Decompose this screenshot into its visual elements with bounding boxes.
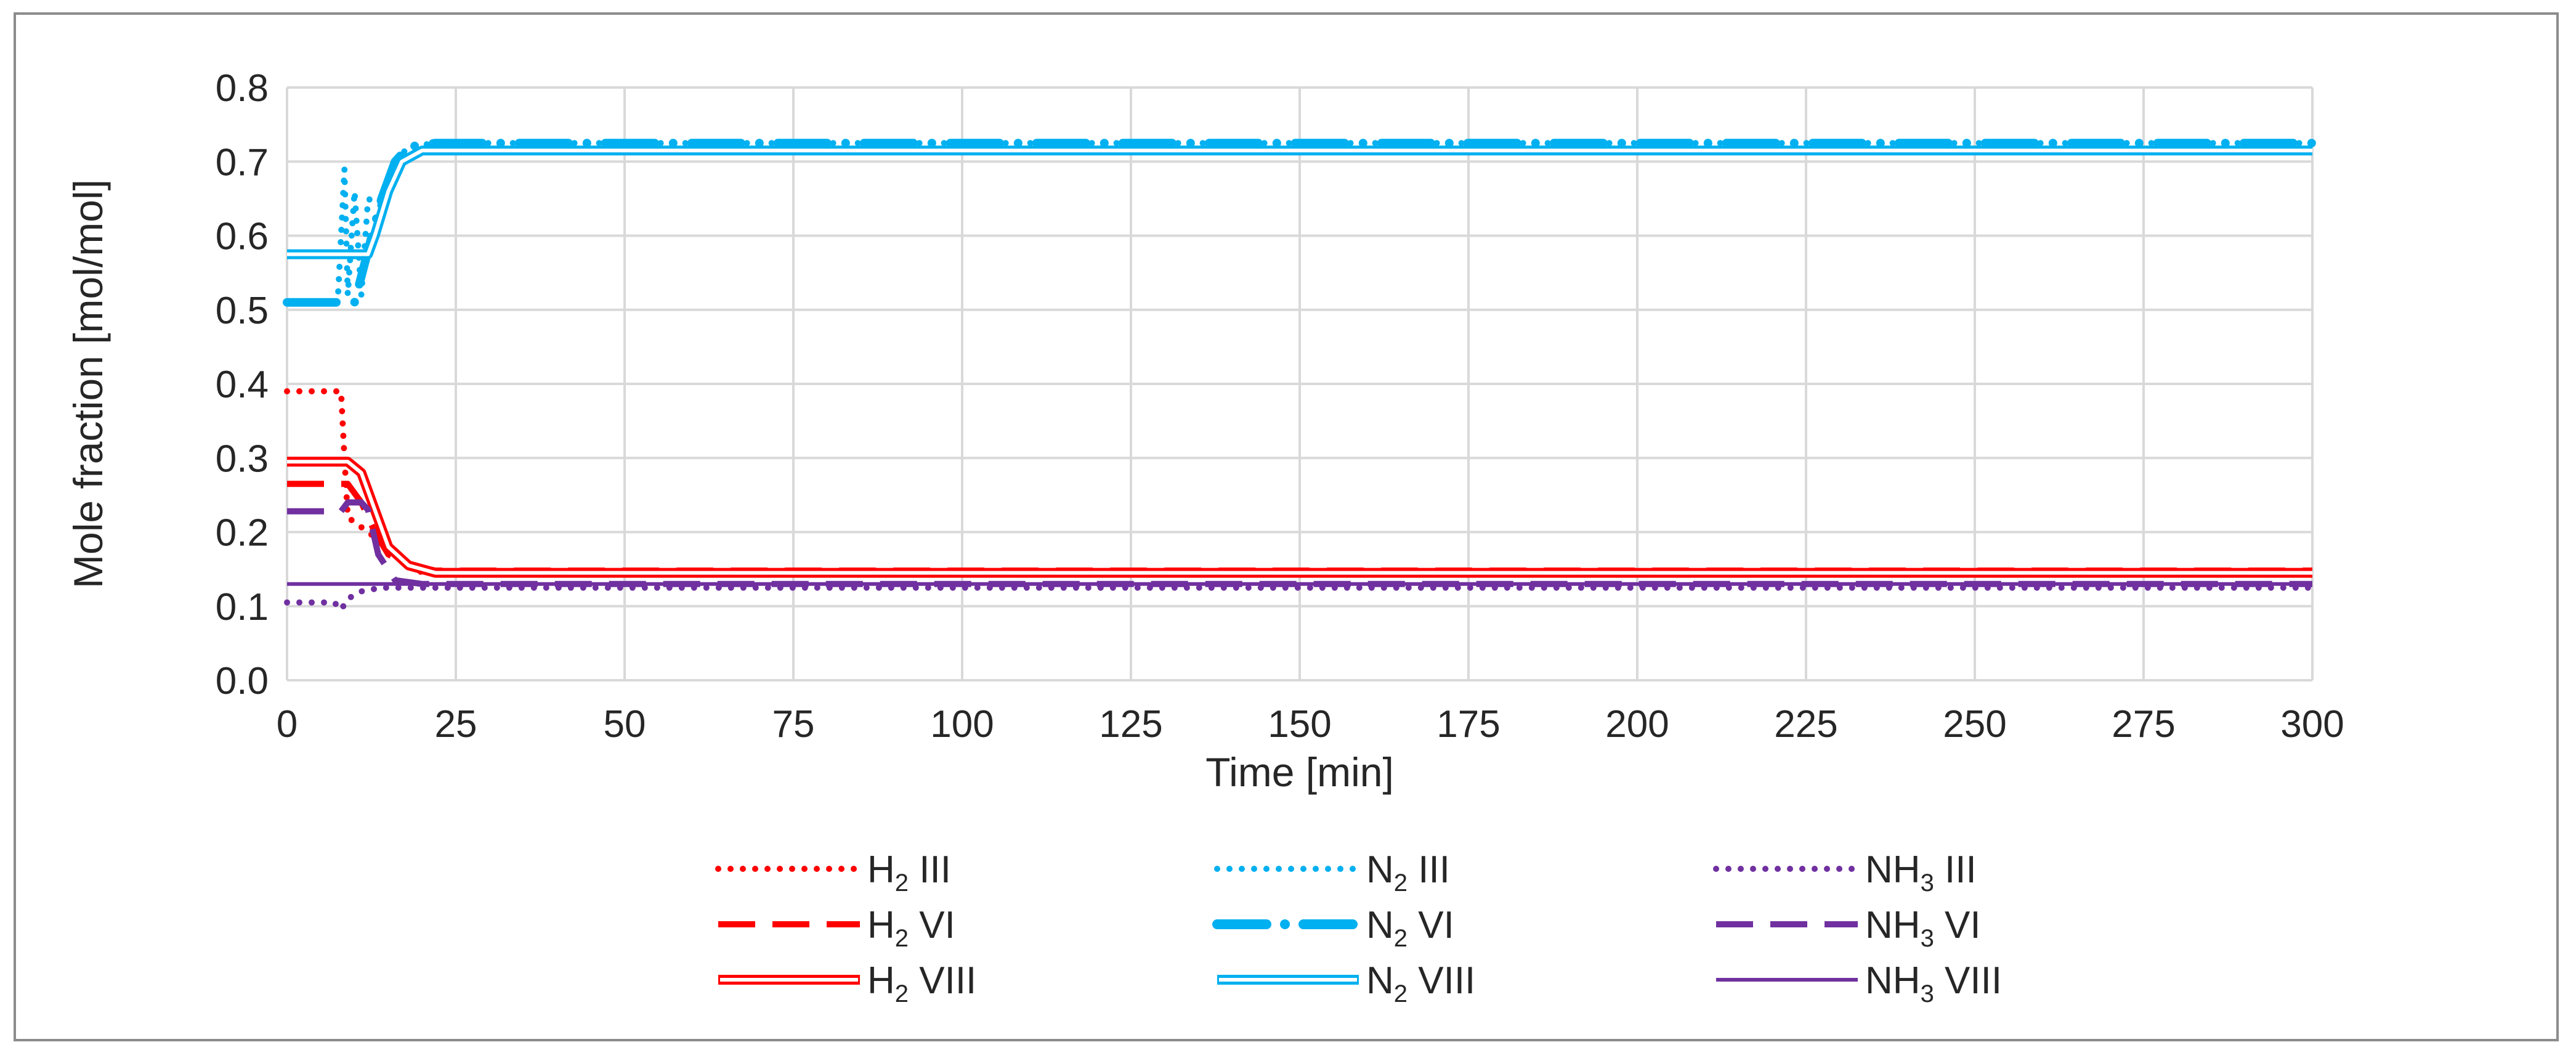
legend-label: N2 III — [1366, 848, 1450, 897]
legend-label: H2 VI — [867, 904, 955, 952]
legend-label: H2 VIII — [867, 959, 976, 1007]
series-lines — [283, 139, 2317, 613]
series-h2-viii — [287, 457, 2312, 578]
y-tick-label: 0.6 — [216, 216, 269, 258]
y-tick-label: 0.5 — [216, 290, 269, 332]
y-tick-label: 0.2 — [216, 512, 269, 555]
legend: H2 III H2 VI H2 VIII N2 III N2 VI N2 VIII NH3 … — [715, 848, 2002, 1007]
y-axis-title: Mole fraction [mol/mol] — [65, 179, 111, 588]
legend-label: NH3 III — [1865, 848, 1977, 897]
x-tick-label: 300 — [2280, 703, 2344, 746]
x-tick-label: 0 — [277, 703, 298, 746]
x-tick-label: 150 — [1268, 703, 1331, 746]
legend-item: NH3 VI — [1716, 904, 1981, 952]
axes: 0.0 0.1 0.2 0.3 0.4 0.5 0.6 0.7 0.8 0 25 50 75 100 125… — [216, 67, 2344, 746]
legend-label: NH3 VIII — [1865, 959, 2002, 1007]
x-tick-label: 75 — [772, 703, 815, 746]
x-tick-label: 175 — [1436, 703, 1500, 746]
legend-label: H2 III — [867, 848, 951, 897]
y-tick-label: 0.7 — [216, 141, 269, 184]
series-line — [284, 584, 2315, 613]
chart-frame: 0.0 0.1 0.2 0.3 0.4 0.5 0.6 0.7 0.8 0 25 50 75 100 125… — [14, 12, 2559, 1041]
series-line-inner — [287, 460, 2312, 575]
series-nh3-iii — [284, 584, 2315, 613]
x-tick-label: 200 — [1605, 703, 1669, 746]
legend-item: NH3 III — [1713, 848, 1977, 897]
legend-item: NH3 VIII — [1716, 959, 2002, 1007]
legend-label: N2 VI — [1366, 904, 1454, 952]
y-tick-label: 0.0 — [216, 660, 269, 702]
x-tick-label: 275 — [2112, 703, 2175, 746]
x-tick-label: 25 — [435, 703, 477, 746]
x-tick-label: 250 — [1943, 703, 2006, 746]
y-tick-label: 0.1 — [216, 586, 269, 629]
x-tick-label: 100 — [930, 703, 994, 746]
series-line-inner — [287, 149, 2312, 256]
y-tick-label: 0.3 — [216, 437, 269, 480]
x-tick-label: 125 — [1099, 703, 1162, 746]
x-axis-title: Time [min] — [1205, 749, 1394, 795]
grid — [286, 86, 2314, 682]
legend-label: N2 VIII — [1366, 959, 1475, 1007]
legend-label: NH3 VI — [1865, 904, 1981, 952]
legend-item: H2 VIII — [718, 959, 976, 1007]
line-chart: 0.0 0.1 0.2 0.3 0.4 0.5 0.6 0.7 0.8 0 25 50 75 100 125… — [65, 67, 2344, 1007]
legend-item: N2 VIII — [1217, 959, 1475, 1007]
legend-item: H2 III — [715, 848, 951, 897]
x-tick-label: 50 — [604, 703, 646, 746]
y-tick-label: 0.8 — [216, 67, 269, 110]
x-tick-label: 225 — [1774, 703, 1837, 746]
legend-item: N2 VI — [1212, 904, 1454, 952]
legend-item: H2 VI — [718, 904, 955, 952]
legend-item: N2 III — [1214, 848, 1450, 897]
y-tick-label: 0.4 — [216, 364, 269, 406]
series-n2-viii — [287, 145, 2312, 259]
